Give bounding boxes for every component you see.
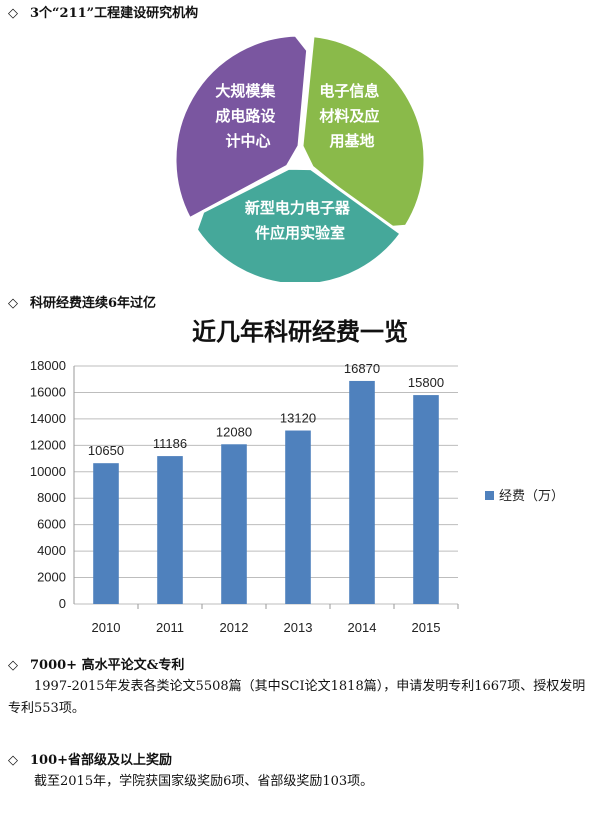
institutes-cycle-diagram: 大规模集 成电路设 计中心 电子信息 材料及应 用基地 新型电力电子器 件应用实…: [173, 33, 427, 282]
bar-2011: [157, 456, 183, 604]
diamond-bullet-icon: ◇: [8, 658, 18, 673]
y-tick-label: 10000: [30, 464, 66, 479]
y-tick-label: 2000: [37, 570, 66, 585]
x-tick-label: 2010: [92, 620, 121, 635]
bar-2014: [349, 380, 375, 604]
segment-electronic-materials-base: [300, 34, 427, 230]
y-tick-label: 18000: [30, 358, 66, 373]
diamond-bullet-icon: ◇: [8, 6, 18, 21]
x-tick-label: 2012: [220, 620, 249, 635]
y-tick-label: 12000: [30, 437, 66, 452]
bar-2015: [413, 395, 439, 604]
segment-label-ic-design: 大规模集 成电路设 计中心: [215, 82, 280, 150]
segment-ic-design-center: [173, 33, 310, 221]
bar-2012: [221, 444, 247, 604]
bar-value-label: 13120: [280, 411, 316, 426]
diamond-bullet-icon: ◇: [8, 753, 18, 768]
x-tick-label: 2015: [412, 620, 441, 635]
section-heading-funding: ◇ 科研经费连续6年过亿: [8, 292, 156, 311]
bar-value-label: 12080: [216, 424, 252, 439]
y-tick-label: 6000: [37, 517, 66, 532]
funding-bar-chart: 近几年科研经费一览 0 2000 4000 6000 8000 10000 12000 140…: [30, 318, 564, 635]
chart-title: 近几年科研经费一览: [192, 318, 408, 346]
bar-value-label: 16870: [344, 361, 380, 376]
y-tick-label: 8000: [37, 490, 66, 505]
papers-patents-paragraph: 1997-2015年发表各类论文5508篇（其中SCI论文1818篇），申请发明…: [8, 676, 596, 720]
segment-label-materials: 电子信息 材料及应 用基地: [319, 82, 384, 150]
paragraph-text: 1997-2015年发表各类论文5508篇（其中SCI论文1818篇），申请发明…: [8, 679, 586, 716]
segment-power-electronics-lab: [194, 166, 404, 282]
bar-value-label: 15800: [408, 375, 444, 390]
section-title: 100+省部级及以上奖励: [30, 753, 173, 768]
diamond-bullet-icon: ◇: [8, 296, 18, 311]
segment-label-power-lab: 新型电力电子器 件应用实验室: [245, 199, 355, 242]
y-tick-label: 0: [59, 596, 66, 611]
section-heading-awards: ◇ 100+省部级及以上奖励: [8, 749, 172, 768]
bar-2013: [285, 430, 311, 604]
x-tick-label: 2013: [284, 620, 313, 635]
section-title: 科研经费连续6年过亿: [30, 296, 157, 311]
section-heading-research-institutes: ◇ 3个“211”工程建设研究机构: [8, 2, 198, 21]
y-tick-label: 14000: [30, 411, 66, 426]
section-title: 3个“211”工程建设研究机构: [30, 6, 199, 21]
paragraph-text: 截至2015年，学院获国家级奖励6项、省部级奖励103项。: [34, 774, 374, 789]
section-heading-papers-patents: ◇ 7000+ 高水平论文&专利: [8, 654, 184, 673]
legend-swatch: [485, 491, 494, 500]
bar-2010: [93, 463, 119, 604]
x-tick-label: 2011: [156, 620, 184, 635]
awards-paragraph: 截至2015年，学院获国家级奖励6项、省部级奖励103项。: [8, 771, 596, 793]
y-tick-label: 4000: [37, 543, 66, 558]
bar-value-label: 10650: [88, 443, 124, 458]
section-title: 7000+ 高水平论文&专利: [30, 658, 185, 673]
x-tick-label: 2014: [348, 620, 377, 635]
legend-label: 经费（万）: [499, 489, 564, 504]
bar-value-label: 11186: [153, 436, 187, 451]
y-tick-label: 16000: [30, 384, 66, 399]
